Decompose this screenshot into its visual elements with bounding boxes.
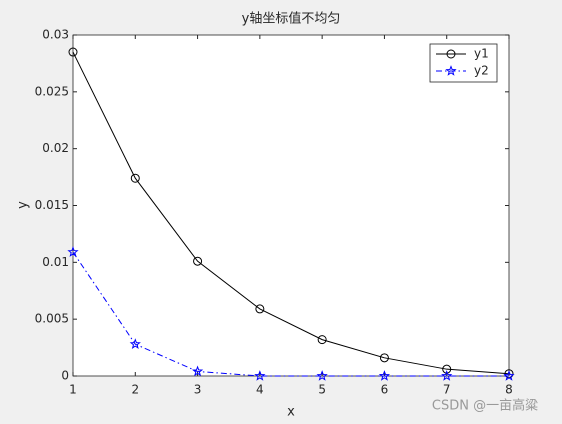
y-tick-label: 0.01: [42, 255, 69, 269]
data-point: [191, 365, 204, 377]
data-point: [68, 47, 78, 57]
legend-marker: [446, 49, 456, 59]
data-point: [442, 364, 452, 374]
x-tick-label: 2: [131, 383, 139, 397]
legend-label: y1: [474, 47, 489, 61]
data-point: [130, 173, 140, 183]
data-point: [254, 370, 266, 381]
y-tick-label: 0.015: [35, 198, 69, 212]
legend-marker: [445, 65, 457, 76]
x-tick-label: 8: [505, 383, 513, 397]
axes-box: [72, 34, 510, 377]
series-line: [72, 51, 510, 375]
chart-title: y轴坐标值不均匀: [242, 11, 341, 27]
y-tick-label: 0.02: [42, 141, 69, 155]
y-tick-label: 0.025: [35, 84, 69, 98]
y-tick-label: 0.03: [42, 28, 69, 42]
data-point: [503, 370, 515, 381]
y-tick-label: 0.005: [35, 312, 69, 326]
series-line: [72, 251, 509, 377]
data-point: [67, 246, 79, 257]
legend-label: y2: [474, 64, 489, 78]
data-point: [379, 353, 389, 363]
x-tick-label: 1: [69, 383, 77, 397]
data-point: [317, 335, 327, 345]
watermark: CSDN @一亩高粱: [432, 398, 538, 414]
y-tick-label: 0: [61, 369, 69, 383]
x-tick-label: 6: [381, 383, 389, 397]
data-point: [129, 338, 141, 349]
data-point: [316, 370, 328, 381]
data-point: [255, 304, 265, 314]
data-point: [193, 256, 203, 266]
x-tick-label: 7: [443, 383, 451, 397]
x-tick-label: 3: [194, 383, 202, 397]
x-tick-label: 5: [318, 383, 326, 397]
x-tick-label: 4: [256, 383, 264, 397]
legend-box: [429, 43, 498, 83]
y-axis-label: y: [16, 201, 31, 209]
data-point: [378, 370, 391, 381]
data-point: [441, 370, 453, 381]
x-axis-label: x: [287, 405, 295, 420]
